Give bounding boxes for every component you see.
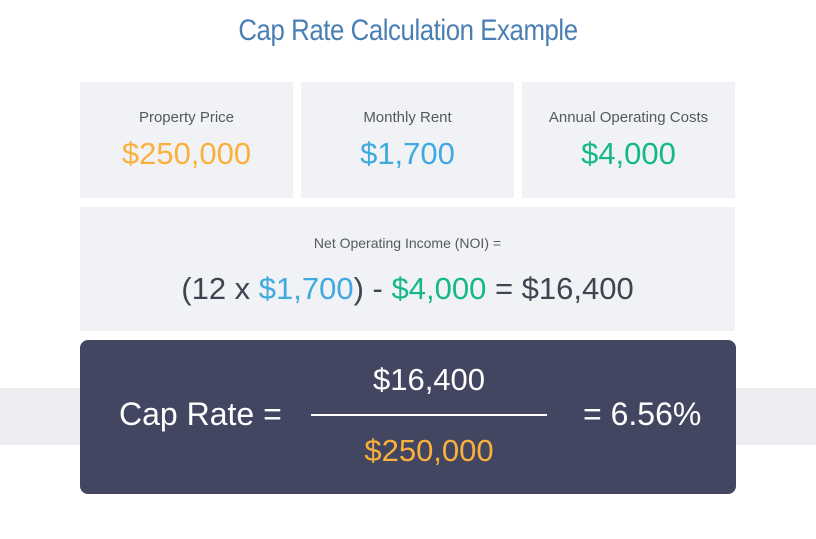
property-price-value: $250,000 <box>121 136 252 171</box>
cap-rate-numerator: $16,400 <box>372 362 486 397</box>
fraction-line <box>311 414 547 416</box>
page-title: Cap Rate Calculation Example <box>238 14 578 47</box>
noi-minus: ) - <box>353 271 392 306</box>
cap-rate-denominator: $250,000 <box>364 433 494 468</box>
property-price-card: Property Price $250,000 <box>80 82 293 198</box>
operating-costs-label: Annual Operating Costs <box>548 109 709 126</box>
operating-costs-value: $4,000 <box>581 136 676 171</box>
noi-costs: $4,000 <box>391 271 487 306</box>
cap-rate-box: Cap Rate = $16,400 $250,000 = 6.56% <box>80 340 736 494</box>
monthly-rent-label: Monthly Rent <box>363 109 452 126</box>
noi-equals: = $16,400 <box>486 271 634 306</box>
property-price-label: Property Price <box>138 109 235 126</box>
operating-costs-card: Annual Operating Costs $4,000 <box>522 82 735 198</box>
monthly-rent-value: $1,700 <box>360 136 455 171</box>
cap-rate-result: = 6.56% <box>583 396 702 432</box>
noi-label: Net Operating Income (NOI) = <box>313 235 502 251</box>
noi-open: (12 x <box>181 271 259 306</box>
noi-formula: (12 x $1,700) - $4,000 = $16,400 <box>80 271 735 307</box>
monthly-rent-card: Monthly Rent $1,700 <box>301 82 514 198</box>
noi-rent: $1,700 <box>258 271 354 306</box>
noi-box: Net Operating Income (NOI) = (12 x $1,70… <box>80 207 735 331</box>
cap-rate-label: Cap Rate = <box>119 396 282 432</box>
